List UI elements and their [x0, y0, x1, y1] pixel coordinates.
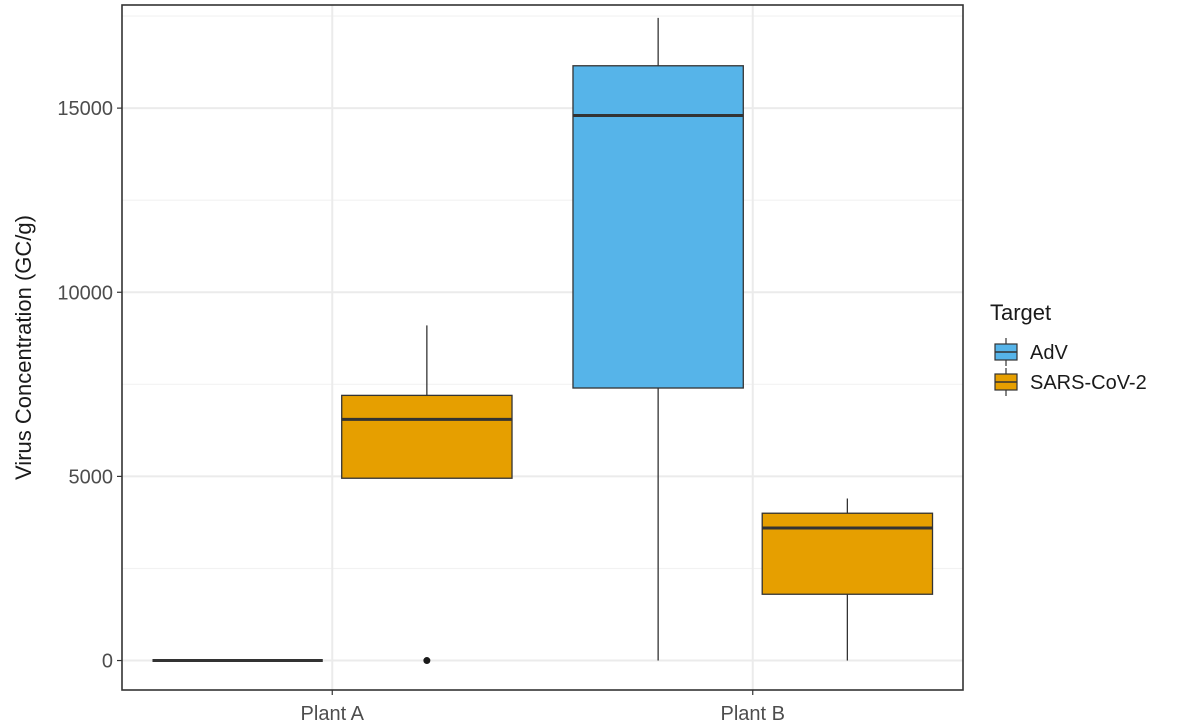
box-sars-cov-2-plant-b	[761, 498, 934, 661]
legend-label: SARS-CoV-2	[1030, 372, 1147, 394]
box-body	[572, 65, 744, 389]
box-body	[341, 394, 513, 479]
axes: 0 5000 10000 15000 Plant A Plant B	[57, 98, 785, 725]
y-tick-label: 10000	[57, 282, 113, 304]
box-adv-plant-b	[572, 17, 744, 661]
panel-border	[121, 4, 964, 691]
y-tick-label: 5000	[69, 466, 114, 488]
legend-items: AdV SARS-CoV-2	[994, 338, 1147, 396]
legend-label: AdV	[1030, 342, 1068, 364]
outlier-point	[423, 657, 431, 665]
x-tick-label: Plant A	[301, 703, 365, 725]
y-tick-label: 15000	[57, 98, 113, 120]
x-tick-label: Plant B	[721, 703, 785, 725]
legend: Target AdV SARS-CoV-2	[990, 300, 1147, 396]
y-tick-label: 0	[102, 651, 113, 673]
legend-title: Target	[990, 300, 1051, 325]
box-sars-cov-2-plant-a	[341, 325, 513, 665]
legend-key	[994, 368, 1018, 396]
y-axis-title: Virus Concentration (GC/g)	[11, 215, 36, 480]
boxes	[152, 17, 934, 665]
box-body	[761, 512, 934, 595]
legend-key	[994, 338, 1018, 366]
